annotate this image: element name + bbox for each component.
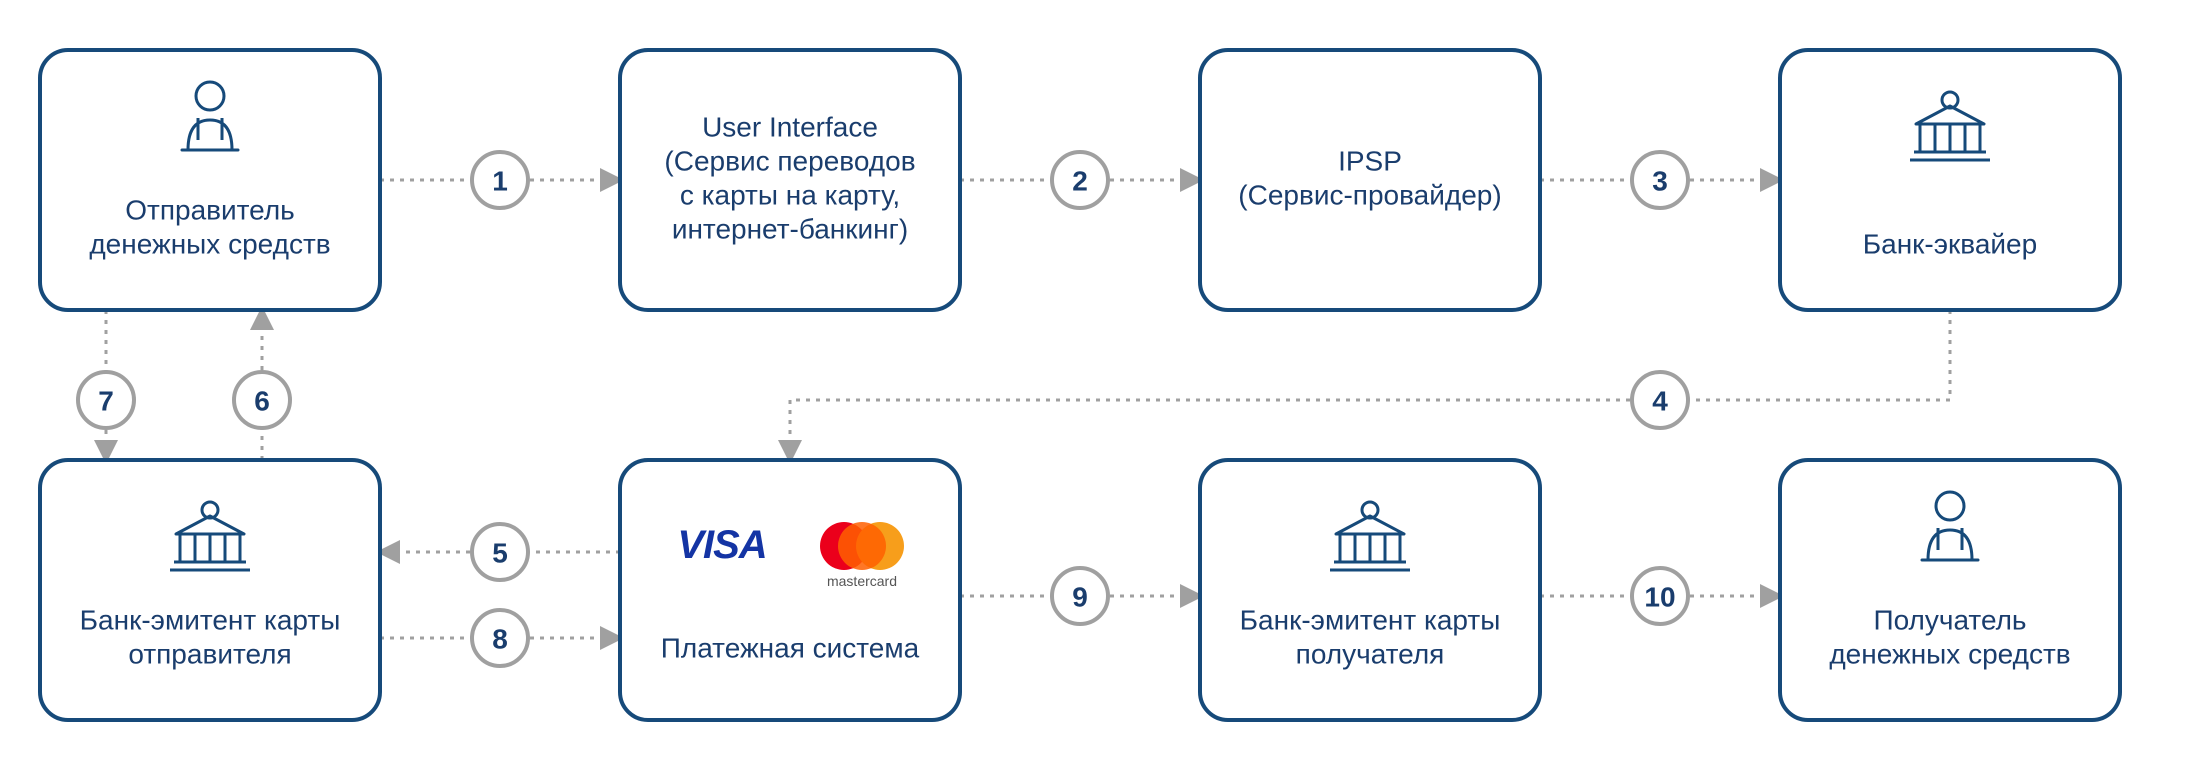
node-bg [1200, 460, 1540, 720]
node-label: Банк-эмитент карты [80, 604, 341, 635]
node-label: Банк-эмитент карты [1240, 604, 1501, 635]
node-paysys: VISA mastercard Платежная система [620, 460, 960, 720]
node-bg [40, 50, 380, 310]
step-number: 9 [1072, 582, 1088, 613]
step-number: 6 [254, 386, 270, 417]
node-ui: User Interface(Сервис переводовс карты н… [620, 50, 960, 310]
node-label: денежных средств [1829, 638, 2070, 669]
step-9: 9 [1052, 568, 1108, 624]
node-label: Отправитель [125, 194, 295, 225]
step-number: 8 [492, 624, 508, 655]
payment-flow-diagram: Отправительденежных средствUser Interfac… [0, 0, 2208, 762]
node-issuer_sender: Банк-эмитент картыотправителя [40, 460, 380, 720]
node-label: IPSP [1338, 145, 1402, 176]
node-label: (Сервис-провайдер) [1238, 179, 1501, 210]
node-bg [40, 460, 380, 720]
node-bg [1780, 460, 2120, 720]
step-7: 7 [78, 372, 134, 428]
visa-logo: VISA [677, 523, 766, 567]
step-2: 2 [1052, 152, 1108, 208]
step-number: 10 [1644, 582, 1675, 613]
node-issuer_recipient: Банк-эмитент картыполучателя [1200, 460, 1540, 720]
node-recipient: Получательденежных средств [1780, 460, 2120, 720]
node-sender: Отправительденежных средств [40, 50, 380, 310]
step-number: 7 [98, 386, 114, 417]
node-acquirer: Банк-эквайер [1780, 50, 2120, 310]
node-label: получателя [1296, 638, 1445, 669]
node-bg [620, 460, 960, 720]
step-4: 4 [1632, 372, 1688, 428]
step-number: 3 [1652, 166, 1668, 197]
step-number: 1 [492, 166, 508, 197]
node-ipsp: IPSP(Сервис-провайдер) [1200, 50, 1540, 310]
step-6: 6 [234, 372, 290, 428]
step-3: 3 [1632, 152, 1688, 208]
node-label: User Interface [702, 111, 878, 142]
node-label: Банк-эквайер [1863, 228, 2037, 259]
step-5: 5 [472, 524, 528, 580]
step-number: 5 [492, 538, 508, 569]
node-label: Получатель [1873, 604, 2026, 635]
node-label: с карты на карту, [680, 179, 900, 210]
node-label: Платежная система [661, 632, 920, 663]
step-10: 10 [1632, 568, 1688, 624]
step-number: 4 [1652, 386, 1668, 417]
node-label: (Сервис переводов [664, 145, 915, 176]
node-label: отправителя [128, 638, 291, 669]
step-1: 1 [472, 152, 528, 208]
node-label: денежных средств [89, 228, 330, 259]
mastercard-label: mastercard [827, 573, 897, 589]
step-8: 8 [472, 610, 528, 666]
node-bg [1780, 50, 2120, 310]
mc-circle-mid [838, 522, 886, 570]
edge-e4 [790, 310, 1950, 460]
node-label: интернет-банкинг) [672, 213, 908, 244]
step-number: 2 [1072, 166, 1088, 197]
